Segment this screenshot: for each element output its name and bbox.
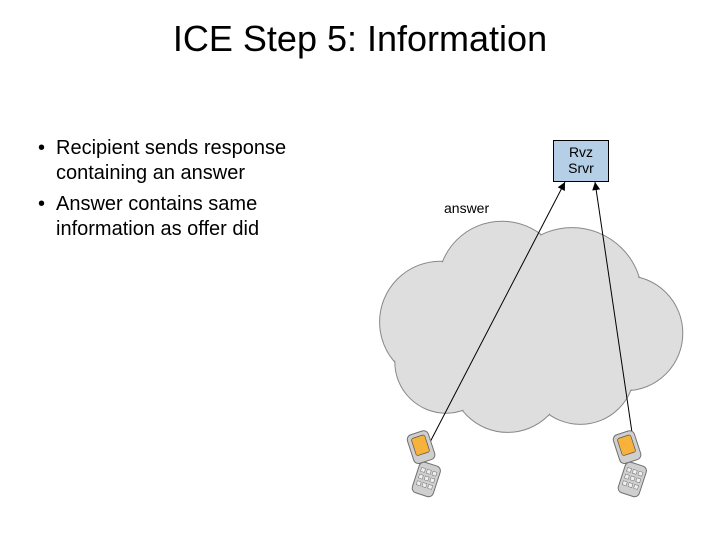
server-box: Rvz Srvr [553,140,609,182]
bullet-item: Recipient sends response containing an a… [34,136,354,186]
server-label-line2: Srvr [554,160,608,176]
server-label-line1: Rvz [554,144,608,160]
diagram-area: Rvz Srvr answer [380,130,700,510]
bullet-item: Answer contains same information as offe… [34,192,354,242]
phone-left [404,430,452,498]
slide-title: ICE Step 5: Information [0,18,720,60]
slide: ICE Step 5: Information Recipient sends … [0,0,720,540]
phone-right [610,430,658,498]
bullet-list: Recipient sends response containing an a… [34,136,354,248]
answer-label: answer [444,200,489,216]
